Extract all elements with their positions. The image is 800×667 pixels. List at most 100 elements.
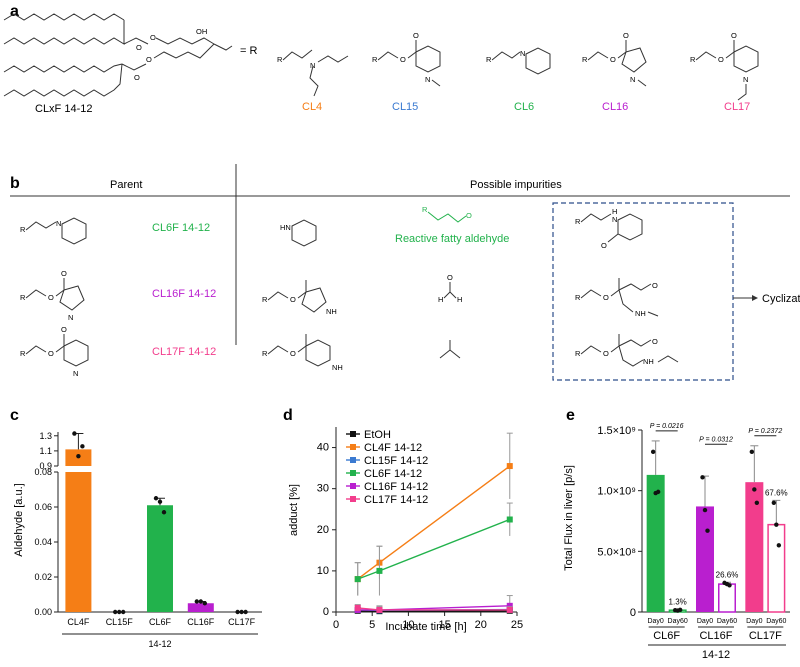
legend-label: CL15F 14-12 xyxy=(364,455,428,467)
atom-label: O xyxy=(134,73,140,82)
data-point xyxy=(700,475,704,479)
data-point xyxy=(656,490,660,494)
cyclization-label: Cyclization xyxy=(762,293,800,305)
data-point xyxy=(355,605,361,611)
acetone-structure xyxy=(440,340,460,358)
bar-day0 xyxy=(696,506,714,612)
tick-label: 1.3 xyxy=(39,431,52,441)
bar-day0 xyxy=(647,475,665,612)
scaffold-label: CLxF 14-12 xyxy=(35,103,92,115)
p-value-label: P = 0.0312 xyxy=(699,436,733,443)
atom-label: N xyxy=(630,75,635,84)
parent-label-cl6f: CL6F 14-12 xyxy=(152,222,210,234)
aldehyde-label: Reactive fatty aldehyde xyxy=(395,233,509,245)
legend-label: CL4F 14-12 xyxy=(364,442,422,454)
atom-label: R xyxy=(690,55,696,64)
atom-label: N xyxy=(612,215,617,224)
atom-label: R xyxy=(262,349,268,358)
parent-label-cl16f: CL16F 14-12 xyxy=(152,288,216,300)
legend-label: CL16F 14-12 xyxy=(364,481,428,493)
day-label: Day0 xyxy=(697,618,713,625)
p-value-label: P = 0.0216 xyxy=(650,423,684,430)
atom-label: R xyxy=(422,205,428,214)
parent-header: Parent xyxy=(110,179,142,191)
data-point xyxy=(235,610,239,614)
atom-label: R xyxy=(575,217,581,226)
data-point xyxy=(376,607,382,613)
tick-label: 0 xyxy=(630,607,636,619)
atom-label: N xyxy=(68,313,73,322)
adduct-cl17-structure: R O O NH xyxy=(575,334,678,366)
data-point xyxy=(772,501,776,505)
data-point xyxy=(76,454,80,458)
bar-day60 xyxy=(768,525,785,612)
atom-label: N xyxy=(520,49,525,58)
tick-label: 0 xyxy=(333,619,339,631)
p-value-label: P = 0.2372 xyxy=(748,428,782,435)
piperidine-structure: HN xyxy=(280,220,316,246)
data-point xyxy=(755,501,759,505)
atom-label: O xyxy=(413,31,419,40)
data-point xyxy=(651,450,655,454)
pyrrolidine-ester-structure: R O NH xyxy=(262,280,337,316)
atom-label: O xyxy=(48,293,54,302)
adduct-cl6-structure: R H N O xyxy=(575,207,642,250)
atom-label: O xyxy=(603,293,609,302)
category-label: CL17F xyxy=(228,617,256,627)
data-point xyxy=(158,500,162,504)
data-point xyxy=(239,610,243,614)
data-point xyxy=(162,510,166,514)
atom-label: R xyxy=(486,55,492,64)
legend-marker xyxy=(350,470,356,476)
legend-marker xyxy=(350,444,356,450)
tick-label: 1.0×10⁹ xyxy=(597,486,636,498)
bar xyxy=(65,472,91,612)
atom-label: N xyxy=(743,75,748,84)
bar-day60 xyxy=(719,584,736,612)
group-name: CL17F xyxy=(749,630,782,642)
data-point xyxy=(117,610,121,614)
data-point xyxy=(750,450,754,454)
chart-d-ylabel: adduct [%] xyxy=(288,484,300,536)
category-label: CL4F xyxy=(67,617,90,627)
headgroup-cl15-structure: R O O N xyxy=(372,31,440,86)
atom-label: NH xyxy=(643,357,654,366)
atom-label: NH xyxy=(326,307,337,316)
data-point xyxy=(752,487,756,491)
atom-label: O xyxy=(400,55,406,64)
tick-label: 0.9 xyxy=(39,461,52,471)
chart-e-ylabel: Total Flux in liver [p/s] xyxy=(563,465,575,571)
tick-label: 40 xyxy=(317,442,329,454)
atom-label: O xyxy=(603,349,609,358)
head-label-cl6: CL6 xyxy=(514,101,534,113)
day-label: Day60 xyxy=(717,618,737,625)
tick-label: 0 xyxy=(323,606,329,618)
atom-label: O xyxy=(652,337,658,346)
atom-label: R xyxy=(372,55,378,64)
data-point xyxy=(203,601,207,605)
percent-label: 26.6% xyxy=(716,570,739,579)
adduct-cl16-structure: R O O NH xyxy=(575,278,658,318)
head-label-cl15: CL15 xyxy=(392,101,418,113)
atom-label: R xyxy=(575,349,581,358)
day-label: Day0 xyxy=(746,618,762,625)
category-label: CL6F xyxy=(149,617,172,627)
headgroup-cl6-structure: R N xyxy=(486,48,550,74)
atom-label: O xyxy=(652,281,658,290)
atom-label: R xyxy=(575,293,581,302)
category-label: CL16F xyxy=(187,617,215,627)
data-point xyxy=(376,568,382,574)
atom-label: NH xyxy=(635,309,646,318)
panel-letter-c: c xyxy=(10,407,19,424)
group-label: 14-12 xyxy=(148,639,171,649)
atom-label: H xyxy=(457,295,462,304)
r-equals-label: = R xyxy=(240,45,257,57)
atom-label: NH xyxy=(332,363,343,372)
legend-marker xyxy=(350,483,356,489)
day-label: Day60 xyxy=(668,618,688,625)
head-label-cl16: CL16 xyxy=(602,101,628,113)
data-point xyxy=(507,517,513,523)
atom-label: O xyxy=(601,241,607,250)
tick-label: 0.02 xyxy=(34,572,52,582)
